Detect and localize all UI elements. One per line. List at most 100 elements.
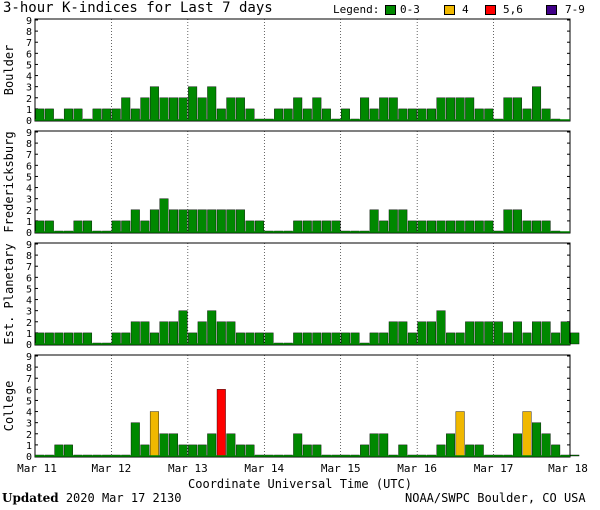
legend-swatch-storm bbox=[485, 5, 496, 15]
legend-swatch-active bbox=[444, 5, 455, 15]
k-index-bar bbox=[111, 220, 121, 233]
k-index-bar bbox=[512, 433, 522, 457]
station-label: Boulder bbox=[2, 45, 16, 96]
k-index-bar bbox=[532, 86, 542, 121]
k-index-bar bbox=[302, 108, 312, 121]
y-tick-label: 9 bbox=[26, 240, 32, 251]
y-tick-label: 4 bbox=[26, 408, 32, 419]
k-index-bar bbox=[426, 108, 436, 121]
k-index-bar bbox=[35, 108, 45, 121]
k-index-bar bbox=[197, 97, 207, 121]
y-tick-label: 0 bbox=[26, 228, 32, 239]
k-index-bar bbox=[426, 321, 436, 345]
k-index-bar bbox=[407, 108, 417, 121]
k-index-bar bbox=[532, 220, 542, 233]
k-index-bar bbox=[446, 220, 456, 233]
k-index-bar bbox=[302, 220, 312, 233]
k-index-bar bbox=[398, 209, 408, 233]
k-index-bar bbox=[235, 332, 245, 345]
k-index-bar bbox=[341, 332, 350, 345]
panel-frame bbox=[34, 354, 571, 458]
x-axis-label: Coordinate Universal Time (UTC) bbox=[188, 477, 412, 491]
k-index-bar bbox=[245, 108, 255, 121]
y-tick-label: 5 bbox=[26, 396, 32, 407]
k-index-bar bbox=[436, 310, 446, 345]
k-index-bar bbox=[226, 433, 236, 457]
k-index-bar bbox=[44, 332, 54, 345]
k-index-bar bbox=[63, 332, 73, 345]
k-index-bar bbox=[522, 411, 532, 457]
k-index-bar bbox=[293, 332, 303, 345]
panel-frame bbox=[34, 130, 571, 234]
k-index-bar bbox=[512, 97, 522, 121]
y-tick-label: 3 bbox=[26, 419, 32, 430]
k-index-bar bbox=[369, 209, 379, 233]
k-index-bar bbox=[446, 332, 456, 345]
station-label: Est. Planetary bbox=[2, 243, 16, 344]
k-index-bar bbox=[121, 332, 131, 345]
k-index-bar bbox=[83, 220, 93, 233]
k-index-bar bbox=[379, 332, 389, 345]
k-index-bar bbox=[188, 444, 198, 457]
x-tick-label: Mar 15 bbox=[321, 462, 361, 475]
k-index-bar bbox=[169, 321, 179, 345]
k-index-bar bbox=[197, 444, 207, 457]
legend-item-quiet: 0-3 bbox=[400, 3, 420, 16]
k-index-bar bbox=[207, 86, 217, 121]
y-tick-label: 1 bbox=[26, 329, 32, 340]
k-index-bar bbox=[73, 108, 83, 121]
y-tick-label: 3 bbox=[26, 83, 32, 94]
k-index-bar bbox=[474, 321, 484, 345]
y-tick-label: 4 bbox=[26, 72, 32, 83]
k-index-bar bbox=[331, 220, 341, 233]
k-index-bar bbox=[493, 321, 503, 345]
y-tick-label: 0 bbox=[26, 452, 32, 463]
k-index-bar bbox=[512, 321, 522, 345]
k-index-bar bbox=[541, 433, 551, 457]
k-index-bar bbox=[465, 220, 475, 233]
k-index-bar bbox=[541, 108, 551, 121]
k-index-bar bbox=[207, 209, 217, 233]
y-tick-label: 6 bbox=[26, 273, 32, 284]
k-index-bar bbox=[130, 108, 140, 121]
k-index-bar bbox=[178, 209, 188, 233]
k-index-bar bbox=[503, 97, 513, 121]
k-index-bar bbox=[216, 108, 226, 121]
k-index-bar bbox=[484, 108, 494, 121]
k-index-bar bbox=[140, 321, 150, 345]
k-index-bar bbox=[274, 108, 284, 121]
k-index-bar bbox=[455, 411, 465, 457]
k-index-bar bbox=[532, 321, 542, 345]
k-index-bar bbox=[532, 422, 542, 457]
y-tick-label: 9 bbox=[26, 352, 32, 363]
k-index-bar bbox=[140, 444, 150, 457]
k-index-bar bbox=[503, 332, 513, 345]
y-tick-label: 7 bbox=[26, 38, 32, 49]
y-tick-label: 2 bbox=[26, 430, 32, 441]
k-index-bar bbox=[178, 444, 188, 457]
k-index-bar bbox=[159, 198, 169, 233]
k-index-bar bbox=[159, 433, 169, 457]
k-index-bar bbox=[321, 332, 331, 345]
y-tick-label: 8 bbox=[26, 251, 32, 262]
k-index-bar bbox=[35, 220, 45, 233]
k-index-bar bbox=[216, 389, 226, 457]
x-tick-label: Mar 17 bbox=[474, 462, 514, 475]
k-index-bar bbox=[417, 108, 427, 121]
k-index-bar bbox=[245, 220, 255, 233]
y-tick-label: 5 bbox=[26, 284, 32, 295]
y-tick-label: 3 bbox=[26, 307, 32, 318]
k-index-bar bbox=[312, 332, 322, 345]
legend-item-active: 4 bbox=[462, 3, 469, 16]
k-index-bar bbox=[503, 209, 513, 233]
k-index-bar bbox=[44, 220, 54, 233]
k-index-bar bbox=[417, 220, 427, 233]
k-index-bar bbox=[474, 444, 484, 457]
k-index-bar bbox=[293, 220, 303, 233]
y-tick-label: 7 bbox=[26, 262, 32, 273]
y-tick-label: 8 bbox=[26, 27, 32, 38]
k-index-bar bbox=[398, 444, 408, 457]
updated-label: Updated bbox=[2, 491, 59, 505]
y-tick-label: 4 bbox=[26, 296, 32, 307]
